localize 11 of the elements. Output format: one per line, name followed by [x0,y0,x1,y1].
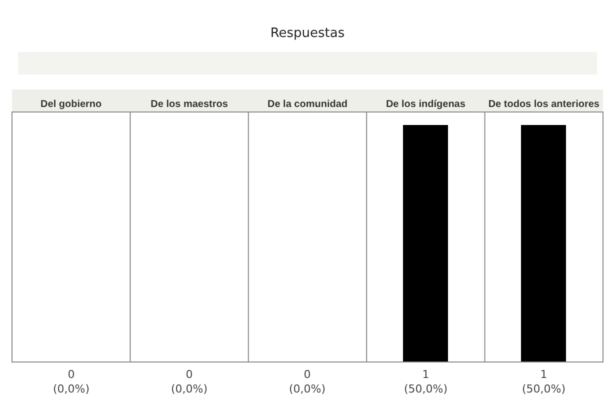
x-tick-label: De los indígenas [386,99,466,110]
x-tick-label: Del gobierno [40,99,102,110]
data-label: 1 (50,0%) [522,368,566,396]
x-tick-label: De la comunidad [267,99,348,110]
data-label: 0 (0,0%) [171,368,208,396]
data-label: 0 (0,0%) [53,368,90,396]
data-label: 0 (0,0%) [289,368,326,396]
x-tick-label: De todos los anteriores [488,99,600,110]
chart-title: Respuestas [270,26,345,41]
data-label: 1 (50,0%) [404,368,448,396]
x-tick-label: De los maestros [150,99,228,110]
